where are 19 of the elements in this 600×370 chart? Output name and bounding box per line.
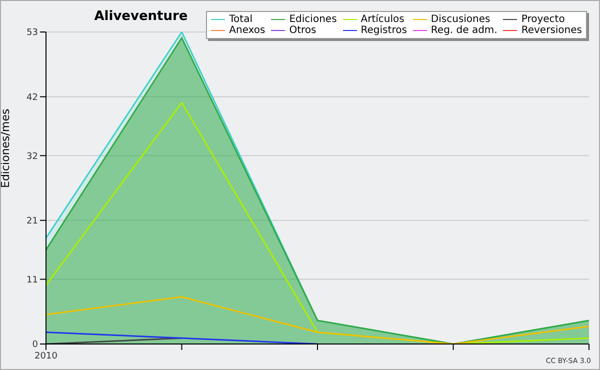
- y-tick-label: 53: [26, 28, 38, 38]
- legend-label: Discusiones: [430, 14, 490, 25]
- chart-title: Aliveventure: [93, 9, 189, 24]
- legend-label: Reg. de adm.: [430, 25, 498, 36]
- y-tick-label: 0: [32, 340, 38, 350]
- legend-label: Proyecto: [521, 14, 565, 25]
- legend-label: Ediciones: [289, 14, 337, 25]
- legend-label: Registros: [360, 25, 407, 36]
- y-tick-label: 42: [26, 92, 38, 103]
- legend-label: Total: [229, 14, 252, 25]
- x-tick-label: 2010: [34, 351, 58, 362]
- legend-label: Anexos: [229, 25, 266, 36]
- legend-label: Otros: [289, 25, 316, 36]
- y-tick-label: 32: [26, 152, 38, 162]
- y-tick-label: 21: [26, 216, 38, 227]
- y-axis-title: Ediciones/mes: [0, 108, 12, 188]
- legend-label: Reversiones: [521, 25, 582, 36]
- y-tick-label: 11: [26, 275, 38, 286]
- legend-label: Artículos: [360, 14, 404, 25]
